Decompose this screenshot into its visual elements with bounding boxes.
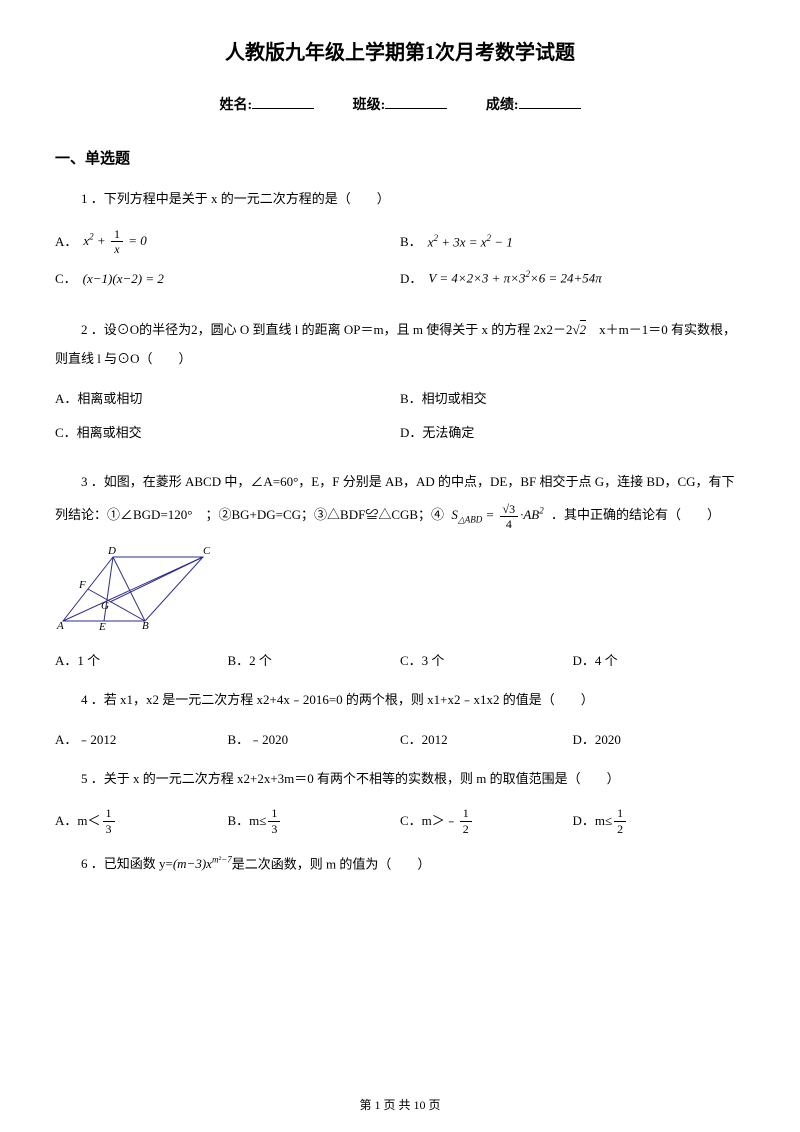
q3-option-b: B．2 个	[228, 649, 401, 672]
diagram-svg: A B C D E F G	[55, 539, 210, 631]
q4-option-a: A．﹣2012	[55, 728, 228, 751]
q5-option-a: A．m＜ 13	[55, 806, 228, 836]
q5-option-d: D．m≤ 12	[573, 806, 746, 836]
exam-title: 人教版九年级上学期第1次月考数学试题	[55, 35, 745, 71]
svg-text:D: D	[107, 545, 116, 557]
question-1: 1 ．下列方程中是关于 x 的一元二次方程的是（ ）	[55, 187, 745, 210]
question-3-line2: 列结论：①∠BGD=120° ；②BG+DG=CG；③△BDF≌△CGB；④ S…	[55, 501, 745, 531]
q2-option-a: A．相离或相切	[55, 387, 400, 410]
question-4-options: A．﹣2012 B．﹣2020 C．2012 D．2020	[55, 728, 745, 751]
question-2: 2 ．设⊙O的半径为2，圆心 O 到直线 l 的距离 OP＝m，且 m 使得关于…	[55, 316, 745, 373]
section-1-header: 一、单选题	[55, 146, 745, 173]
q4-option-c: C．2012	[400, 728, 573, 751]
question-3-options: A．1 个 B．2 个 C．3 个 D．4 个	[55, 649, 745, 672]
q1-option-d: D． V = 4×2×3 + π×32×6 = 24+54π	[400, 266, 745, 290]
question-4: 4 ．若 x1，x2 是一元二次方程 x2+4x﹣2016=0 的两个根，则 x…	[55, 688, 745, 711]
name-blank	[252, 93, 314, 109]
student-info: 姓名: 班级: 成绩:	[55, 93, 745, 118]
q3-option-c: C．3 个	[400, 649, 573, 672]
q5-option-b: B．m≤ 13	[228, 806, 401, 836]
score-label: 成绩:	[486, 98, 519, 113]
q2-option-d: D．无法确定	[400, 421, 745, 444]
q4-option-b: B．﹣2020	[228, 728, 401, 751]
question-1-options: A． x2 + 1x = 0 B． x2 + 3x = x2 − 1 C． (x…	[55, 227, 745, 301]
svg-text:E: E	[98, 621, 106, 631]
q4-option-d: D．2020	[573, 728, 746, 751]
rhombus-diagram: A B C D E F G	[55, 539, 745, 638]
svg-text:F: F	[78, 579, 86, 591]
class-blank	[385, 93, 447, 109]
svg-text:B: B	[142, 620, 149, 631]
class-label: 班级:	[353, 98, 386, 113]
q1-option-c: C． (x−1)(x−2) = 2	[55, 266, 400, 290]
q5-option-c: C．m＞﹣ 12	[400, 806, 573, 836]
question-5: 5 ．关于 x 的一元二次方程 x2+2x+3m＝0 有两个不相等的实数根，则 …	[55, 767, 745, 790]
name-label: 姓名:	[219, 98, 252, 113]
svg-text:C: C	[203, 545, 210, 557]
q3-option-d: D．4 个	[573, 649, 746, 672]
page-footer: 第 1 页 共 10 页	[0, 1095, 800, 1117]
q1-option-b: B． x2 + 3x = x2 − 1	[400, 227, 745, 257]
question-3-line1: 3 ．如图，在菱形 ABCD 中，∠A=60°，E，F 分别是 AB，AD 的中…	[55, 470, 745, 493]
q2-option-b: B．相切或相交	[400, 387, 745, 410]
question-5-options: A．m＜ 13 B．m≤ 13 C．m＞﹣ 12 D．m≤ 12	[55, 806, 745, 836]
score-blank	[519, 93, 581, 109]
q2-option-c: C．相离或相交	[55, 421, 400, 444]
question-2-options: A．相离或相切 B．相切或相交 C．相离或相交 D．无法确定	[55, 387, 745, 454]
q3-option-a: A．1 个	[55, 649, 228, 672]
svg-text:G: G	[101, 600, 109, 612]
q1-option-a: A． x2 + 1x = 0	[55, 227, 400, 257]
svg-text:A: A	[56, 620, 64, 631]
question-6: 6 ．已知函数 y=(m−3)xm²−7是二次函数，则 m 的值为（ ）	[55, 852, 745, 876]
